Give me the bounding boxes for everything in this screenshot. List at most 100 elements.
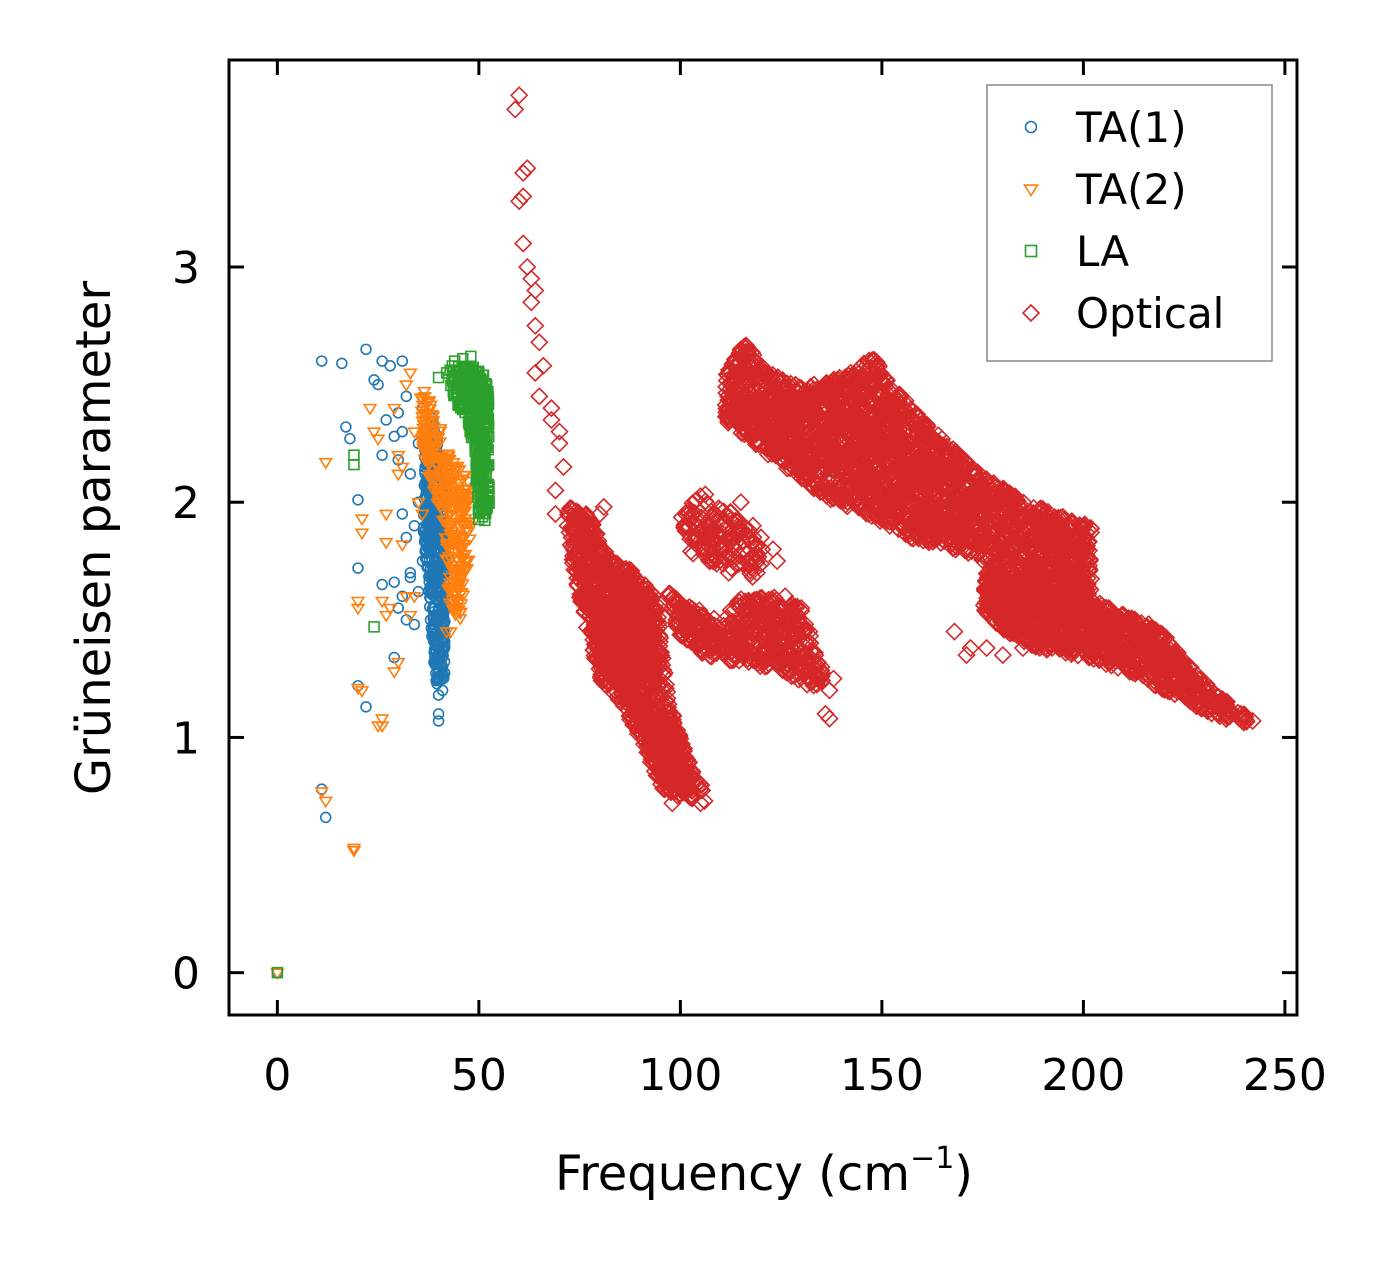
data-point [441,542,456,555]
data-point [627,645,647,664]
scatter-points [270,86,1262,981]
data-point [423,400,438,413]
data-point [608,642,627,661]
data-point [446,461,461,474]
data-point [456,508,472,520]
data-point [372,378,384,391]
data-point [421,520,434,532]
data-point [378,509,394,522]
data-point [640,663,659,682]
data-point [608,583,627,602]
data-point [444,530,459,543]
data-point [415,400,431,413]
data-point [601,629,620,648]
data-point [607,672,627,691]
data-point [399,380,414,392]
data-point [463,401,476,413]
data-point [598,573,618,592]
data-point [526,316,545,335]
data-point [510,86,529,105]
data-point [614,696,633,715]
data-point [429,461,445,474]
data-point [586,525,605,544]
data-point [390,450,406,463]
data-point [479,434,491,446]
data-point [447,548,463,560]
data-point [820,681,839,700]
data-point [643,601,662,620]
data-point [594,497,613,517]
data-point [767,551,787,571]
data-point [460,383,473,396]
data-point [597,615,616,634]
data-point [380,414,392,426]
data-point [441,454,457,467]
data-point [631,585,651,604]
data-point [386,403,402,416]
data-point [608,570,627,589]
data-point [648,740,667,759]
data-point [458,377,470,390]
data-point [957,645,976,665]
data-point [522,293,541,312]
data-point [579,591,598,610]
data-point [759,590,778,609]
data-point [647,611,667,630]
data-point [378,610,394,623]
data-point [608,598,627,618]
data-point [562,499,581,518]
data-point [434,472,450,485]
data-point [475,492,488,505]
data-point [482,418,495,431]
data-point [436,604,449,616]
data-point [671,758,690,777]
data-point [635,576,655,595]
data-point [432,437,448,450]
data-point [645,601,664,620]
data-point [612,637,631,656]
data-point [447,604,462,617]
data-point [652,745,671,764]
data-point [542,410,561,430]
data-point [443,627,458,639]
data-point [510,192,529,211]
data-point [441,520,457,533]
data-point [421,455,437,467]
data-point [417,428,432,441]
data-point [471,444,483,456]
data-point [416,386,432,399]
data-point [350,683,366,696]
data-point [480,384,492,396]
data-point [431,453,447,466]
data-point [395,540,410,552]
data-point [378,537,394,550]
data-point [808,653,827,672]
data-point [344,432,356,445]
data-point [417,392,433,404]
data-point [820,709,839,728]
data-point [603,615,623,635]
data-point [592,642,612,661]
data-point [514,163,533,183]
data-point [591,584,611,603]
data-point [415,509,430,522]
data-point [961,638,980,658]
data-point [432,426,448,439]
data-point [546,481,565,500]
data-point [350,603,366,616]
data-point [612,673,631,692]
data-point [416,423,431,436]
data-point [421,472,437,484]
data-point [451,478,467,491]
data-point [350,596,366,609]
data-point [438,566,450,579]
data-point [590,504,609,524]
data-point [437,633,450,646]
data-point [438,533,453,545]
data-point [645,662,664,681]
data-point [451,556,466,569]
data-point [573,553,593,573]
data-point [824,669,843,688]
data-point [472,365,484,378]
